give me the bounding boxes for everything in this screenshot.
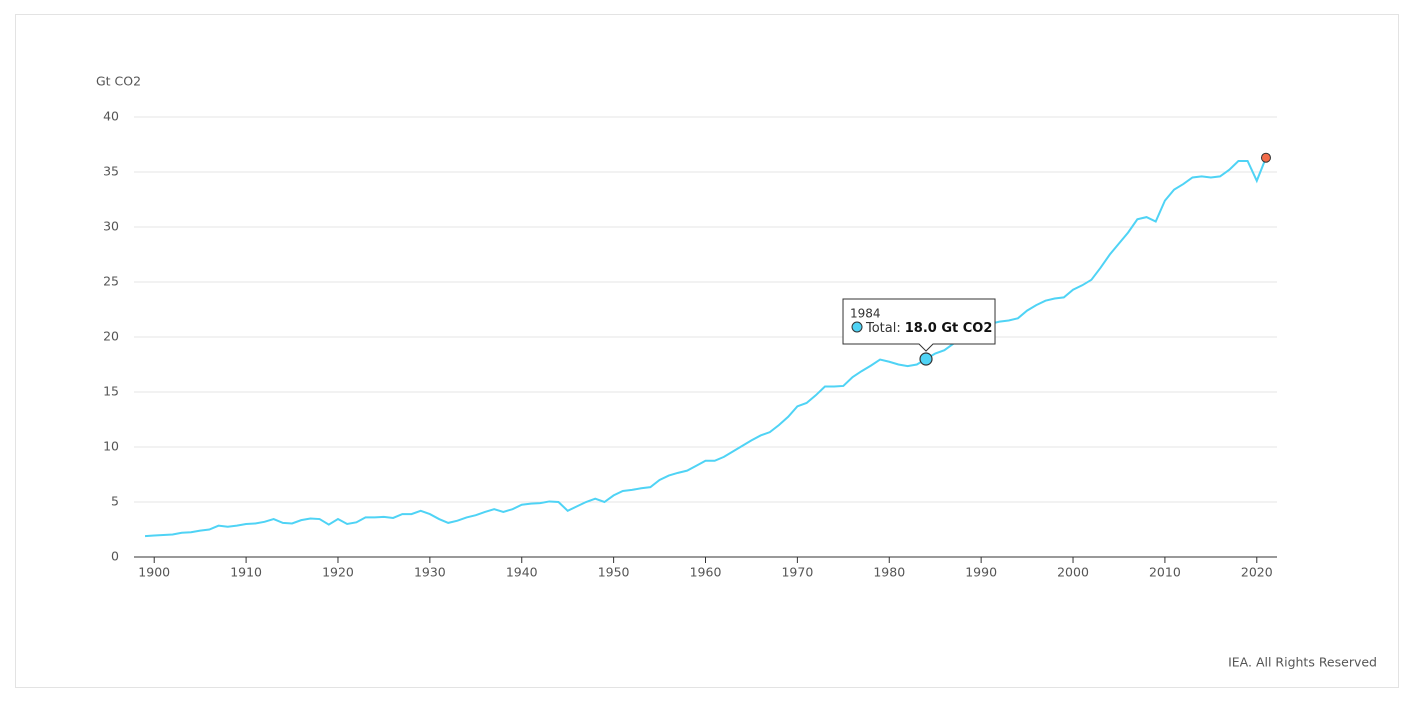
x-tick-label: 1940 [506, 565, 538, 580]
x-tick-label: 1970 [781, 565, 813, 580]
y-tick-label: 0 [111, 549, 119, 564]
tooltip-text: Total: 18.0 Gt CO2 [865, 321, 992, 336]
x-tick-label: 2000 [1057, 565, 1089, 580]
x-tick-label: 1920 [322, 565, 354, 580]
tooltip-year: 1984 [850, 307, 881, 321]
y-tick-label: 15 [103, 384, 119, 399]
tooltip-value: 18.0 Gt CO2 [905, 321, 993, 336]
tooltip-box [842, 298, 996, 352]
tooltip-swatch [851, 321, 863, 333]
x-tick-label: 1960 [690, 565, 722, 580]
x-tick-label: 2010 [1149, 565, 1181, 580]
footer: IEA. All Rights Reserved [1228, 655, 1377, 670]
y-tick-label: 25 [103, 274, 119, 289]
last-point [1260, 152, 1271, 163]
hover-point [919, 352, 933, 366]
x-tick-label: 1980 [873, 565, 905, 580]
x-tick-label: 1950 [598, 565, 630, 580]
frame [15, 14, 1399, 688]
y-tick-label: 5 [111, 494, 119, 509]
x-tick-label: 1930 [414, 565, 446, 580]
tooltip-label: Total: [865, 321, 901, 336]
y-axis-label: Gt CO2 [96, 74, 141, 89]
data-line [144, 157, 1267, 538]
x-tick-label: 1990 [965, 565, 997, 580]
y-tick-label: 20 [103, 329, 119, 344]
x-tick-label: 1910 [230, 565, 262, 580]
y-tick-label: 30 [103, 219, 119, 234]
y-tick-label: 40 [103, 109, 119, 124]
y-tick-label: 35 [103, 164, 119, 179]
y-tick-label: 10 [103, 439, 119, 454]
x-tick-label: 2020 [1241, 565, 1273, 580]
x-tick-label: 1900 [138, 565, 170, 580]
